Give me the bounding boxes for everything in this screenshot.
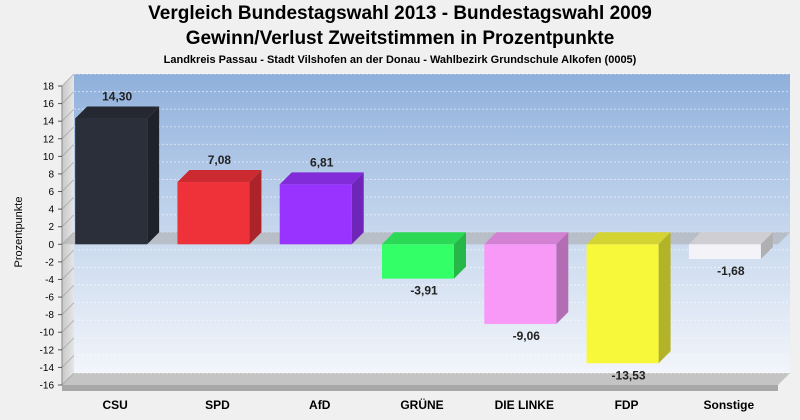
gridline-wall [61,126,75,140]
y-tick-label: 14 [43,117,55,128]
data-label: 14,30 [102,90,132,104]
bar-afd [279,172,364,245]
y-tick-label: 0 [48,240,54,251]
x-tick-label: SPD [205,398,230,412]
data-label: -9,06 [513,329,541,343]
plot-floor [62,373,790,385]
data-label: -1,68 [717,264,745,278]
chart-location-subtitle: Landkreis Passau - Stadt Vilshofen an de… [163,54,637,66]
y-tick-label: 18 [43,82,55,93]
y-tick-label: -8 [45,310,54,321]
y-tick-label: -12 [40,345,55,356]
plot-floor-edge [62,385,778,391]
bar-front [382,244,454,279]
y-axis-label: Prozentpunkte [13,197,25,268]
gridline-wall [61,73,75,87]
y-tick-label: 8 [48,169,54,180]
bar-csu [75,106,160,245]
y-tick-label: 16 [43,99,55,110]
bar-fdp [586,232,671,364]
x-tick-label: DIE LINKE [495,398,554,412]
data-label: -3,91 [410,284,438,298]
y-tick-label: 6 [48,187,54,198]
data-label: 6,81 [310,155,334,169]
x-tick-label: FDP [615,398,639,412]
bar-die-linke [484,232,569,324]
gridline-wall [61,302,75,316]
gridline-wall [61,249,75,263]
bar-side [454,232,466,279]
x-tick-label: CSU [102,398,127,412]
plot-left-wall [62,74,74,385]
bar-front [484,244,557,324]
bar-front [688,244,761,260]
x-tick-label: AfD [309,398,331,412]
y-tick-label: 2 [48,222,54,233]
x-tick-label: GRÜNE [400,397,443,412]
gridline-wall [61,319,75,333]
gridline-wall [61,108,75,122]
y-tick-label: 12 [43,134,55,145]
bar-front [75,118,148,245]
y-tick-label: -6 [45,293,54,304]
bar-top [688,232,773,245]
bar-sonstige [688,232,773,260]
bar-top [382,232,466,245]
x-tick-label: Sonstige [704,398,755,412]
bar-front [279,184,352,245]
bar-top [484,232,569,245]
chart-subtitle: Gewinn/Verlust Zweitstimmen in Prozentpu… [185,28,615,49]
bar-top [177,170,262,183]
bar-side [147,106,160,245]
y-tick-label: -16 [40,381,55,392]
bar-front [177,182,250,245]
y-tick-label: -4 [45,275,54,286]
bar-top [586,232,671,245]
bar-side [658,232,671,364]
y-tick-label: -10 [40,328,55,339]
data-label: 7,08 [208,153,232,167]
gridline-wall [61,355,75,368]
gridline-wall [61,196,75,210]
gridline-wall [61,161,75,175]
bar-side [760,232,773,260]
gridline-wall [61,91,75,104]
chart-title: Vergleich Bundestagswahl 2013 - Bundesta… [148,3,652,24]
bar-grüne [382,232,466,279]
y-tick-label: 10 [43,152,55,163]
gridline-wall [61,214,75,228]
bar-side [351,172,364,245]
bar-top [75,106,160,119]
bar-front [586,244,659,364]
bar-side [249,170,262,245]
bar-side [556,232,569,324]
gridline-wall [61,284,75,298]
gridline-wall [61,267,75,280]
y-tick-label: 4 [48,205,54,216]
bar-spd [177,170,262,245]
gridline-wall [61,337,75,351]
y-tick-label: -2 [45,257,54,268]
bar-top [279,172,364,185]
gridline-wall [61,179,75,192]
data-label: -13,53 [612,368,646,382]
gridline-wall [61,143,75,157]
y-tick-label: -14 [40,363,55,374]
gridline-wall [61,372,75,386]
